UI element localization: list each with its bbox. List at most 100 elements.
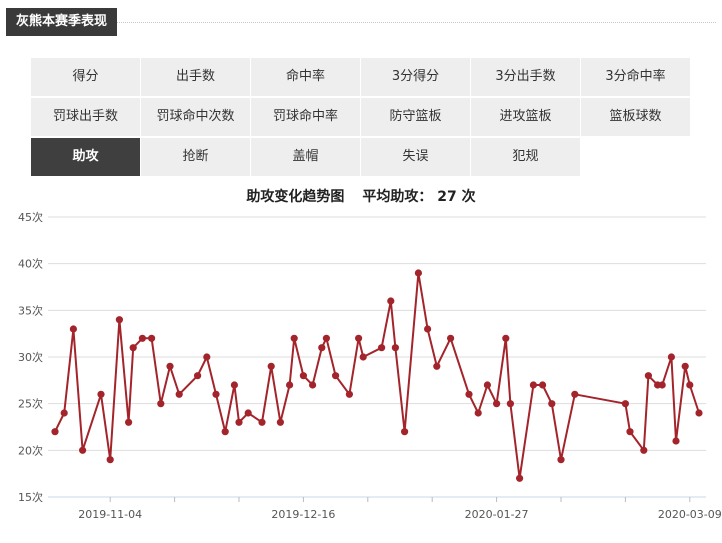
section-title: 灰熊本赛季表现 [6, 8, 118, 36]
data-point [502, 334, 510, 342]
data-point [424, 325, 432, 333]
data-point [125, 418, 133, 426]
data-point [539, 381, 547, 389]
data-point [359, 353, 367, 361]
data-point [345, 390, 353, 398]
data-point [129, 344, 137, 352]
tab-8[interactable]: 罚球命中率 [251, 98, 360, 136]
data-point [276, 418, 284, 426]
data-point [474, 409, 482, 417]
data-point [387, 297, 395, 305]
data-point [69, 325, 77, 333]
data-point [267, 362, 275, 370]
data-point [322, 334, 330, 342]
data-point [51, 428, 59, 436]
data-point [332, 372, 340, 380]
data-point [194, 372, 202, 380]
data-point [378, 344, 386, 352]
data-point [621, 400, 630, 408]
data-point [97, 390, 105, 398]
data-point [221, 428, 229, 436]
data-point [60, 409, 68, 417]
data-point [483, 381, 491, 389]
tab-1[interactable]: 出手数 [141, 58, 250, 96]
data-point [516, 474, 524, 482]
data-point [529, 381, 538, 389]
y-tick-label: 40次 [18, 257, 43, 271]
tab-13[interactable]: 抢断 [141, 138, 250, 176]
section-divider [110, 22, 716, 23]
average-unit: 次 [461, 189, 476, 205]
section-header: 灰熊本赛季表现 [0, 0, 722, 36]
data-point [433, 362, 441, 370]
tab-10[interactable]: 进攻篮板 [471, 98, 580, 136]
data-point [166, 362, 174, 370]
data-point [548, 400, 556, 408]
tab-7[interactable]: 罚球命中次数 [141, 98, 250, 136]
data-point [79, 446, 87, 454]
data-point [355, 334, 363, 342]
y-tick-label: 45次 [18, 210, 43, 224]
data-point [212, 390, 220, 398]
tab-16[interactable]: 犯规 [471, 138, 580, 176]
tab-2[interactable]: 命中率 [251, 58, 360, 96]
data-point [106, 456, 114, 464]
data-point [414, 269, 422, 277]
data-point [244, 409, 252, 417]
data-point [667, 353, 676, 361]
average-label: 平均助攻： [362, 189, 433, 205]
data-point [391, 344, 399, 352]
data-point [493, 400, 501, 408]
data-point [447, 334, 455, 342]
tab-0[interactable]: 得分 [31, 58, 140, 96]
data-point [644, 372, 653, 380]
data-point [235, 418, 243, 426]
data-point [571, 390, 579, 398]
tab-9[interactable]: 防守篮板 [361, 98, 470, 136]
data-point [309, 381, 317, 389]
average-value: 27 [437, 189, 457, 205]
chart-title: 助攻变化趋势图 [246, 189, 345, 205]
tab-14[interactable]: 盖帽 [251, 138, 360, 176]
x-tick-label: 2020-03-09 [658, 508, 722, 521]
series-line [54, 272, 700, 480]
data-point [658, 381, 666, 389]
data-point [681, 362, 689, 370]
tab-3[interactable]: 3分得分 [361, 58, 470, 96]
data-point [290, 334, 298, 342]
data-point [686, 381, 694, 389]
data-point [626, 428, 634, 436]
y-tick-label: 15次 [18, 490, 43, 504]
tab-4[interactable]: 3分出手数 [471, 58, 580, 96]
data-point [318, 344, 326, 352]
y-tick-label: 35次 [18, 303, 43, 317]
data-point [465, 390, 473, 398]
data-point [175, 390, 183, 398]
tab-5[interactable]: 3分命中率 [581, 58, 690, 96]
data-point [286, 381, 294, 389]
data-point [640, 446, 648, 454]
data-point [258, 418, 266, 426]
data-point [230, 381, 238, 389]
tab-11[interactable]: 篮板球数 [581, 98, 690, 136]
y-tick-label: 25次 [18, 397, 43, 411]
data-point [138, 334, 146, 342]
tab-15[interactable]: 失误 [361, 138, 470, 176]
tab-6[interactable]: 罚球出手数 [31, 98, 140, 136]
x-tick-label: 2019-11-04 [78, 508, 142, 521]
y-tick-label: 20次 [18, 443, 43, 457]
data-point [157, 400, 165, 408]
data-point [672, 437, 680, 445]
data-point [115, 316, 123, 324]
data-point [299, 372, 307, 380]
x-tick-label: 2019-12-16 [271, 508, 335, 521]
tab-12[interactable]: 助攻 [31, 138, 140, 176]
chart-header: 助攻变化趋势图 平均助攻： 27 次 [0, 186, 722, 206]
data-point [557, 456, 565, 464]
data-point [148, 334, 156, 342]
x-tick-label: 2020-01-27 [465, 508, 529, 521]
data-point [203, 353, 211, 361]
data-point [695, 409, 703, 417]
data-point [506, 400, 514, 408]
